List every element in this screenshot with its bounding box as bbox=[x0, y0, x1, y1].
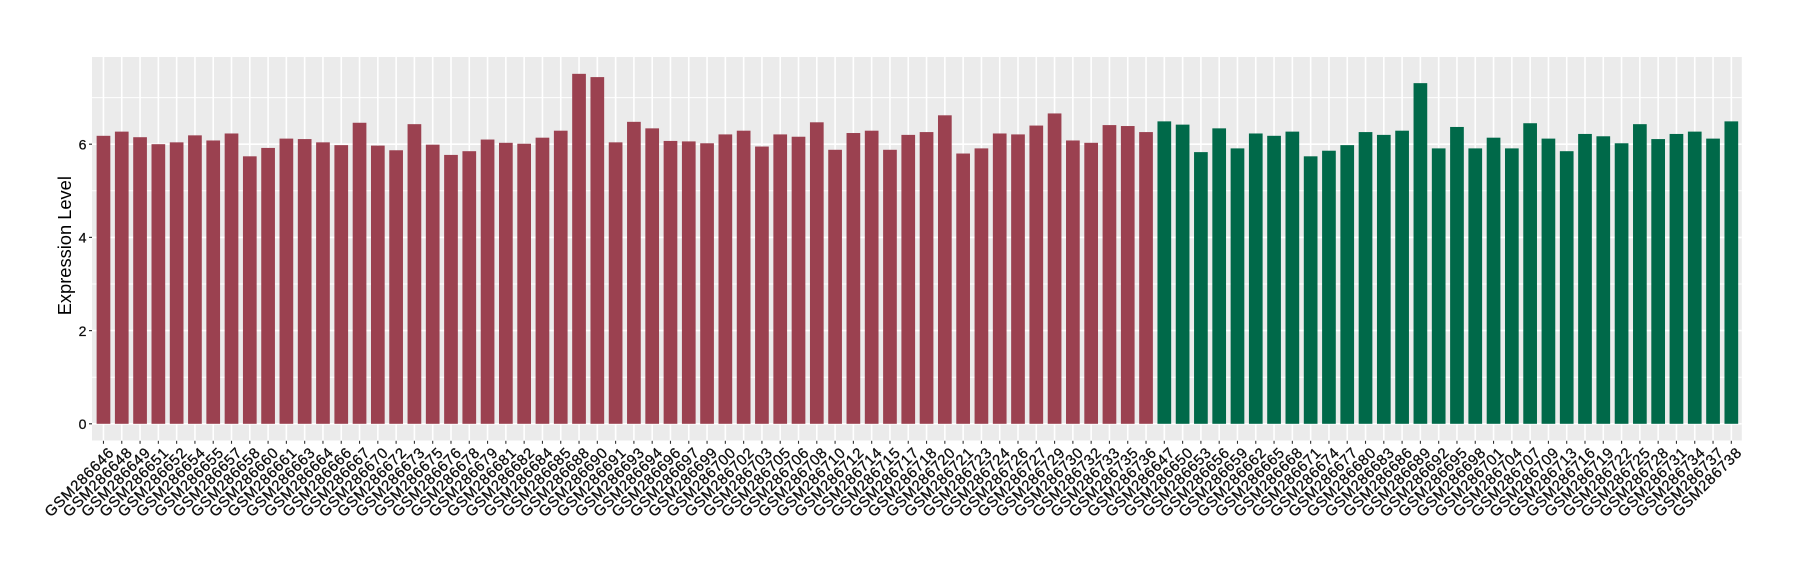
svg-text:Expression Level: Expression Level bbox=[54, 176, 75, 315]
svg-text:4: 4 bbox=[79, 230, 87, 246]
svg-text:6: 6 bbox=[79, 136, 87, 152]
svg-text:0: 0 bbox=[79, 416, 87, 432]
svg-text:2: 2 bbox=[79, 323, 87, 339]
